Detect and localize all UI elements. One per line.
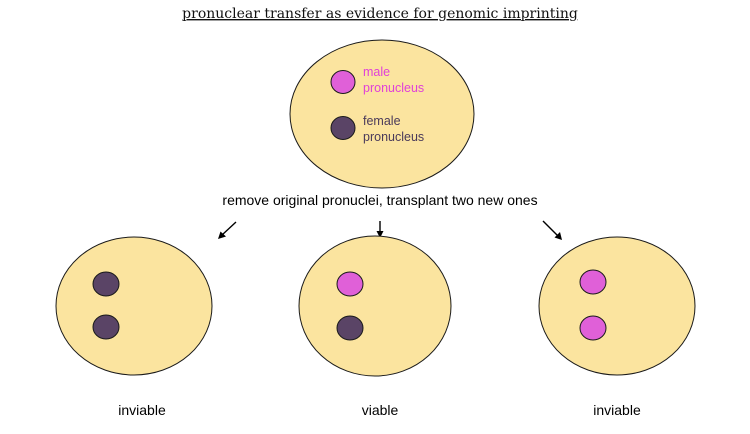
female-pronucleus-label-line2: pronucleus (363, 130, 424, 144)
original-zygote: male pronucleus female pronucleus (289, 39, 475, 189)
male-pronucleus (579, 315, 607, 341)
arrow-center (376, 221, 384, 238)
male-pronucleus-label-line2: pronucleus (363, 81, 424, 95)
female-pronucleus (92, 314, 120, 340)
cell-cytoplasm (55, 236, 213, 376)
outcome-label: inviable (118, 402, 166, 418)
male-pronucleus (336, 271, 364, 297)
cell-cytoplasm (298, 235, 452, 377)
female-pronucleus (336, 315, 364, 341)
arrow-right (542, 220, 562, 240)
male-pronucleus (330, 70, 356, 94)
outcome-label: viable (362, 402, 399, 418)
arrow-left (218, 221, 237, 239)
outcome-inviable-paternal: inviable (538, 236, 696, 418)
female-pronucleus (92, 271, 120, 297)
female-pronucleus (330, 116, 356, 140)
female-pronucleus-label: female (363, 114, 401, 128)
male-pronucleus (579, 269, 607, 295)
diagram-title: pronuclear transfer as evidence for geno… (182, 6, 578, 22)
outcome-label: inviable (593, 402, 641, 418)
cell-cytoplasm (538, 236, 696, 376)
instruction-text: remove original pronuclei, transplant tw… (222, 192, 537, 208)
male-pronucleus-label: male (363, 65, 390, 79)
outcome-viable: viable (298, 235, 452, 418)
outcome-inviable-maternal: inviable (55, 236, 213, 418)
